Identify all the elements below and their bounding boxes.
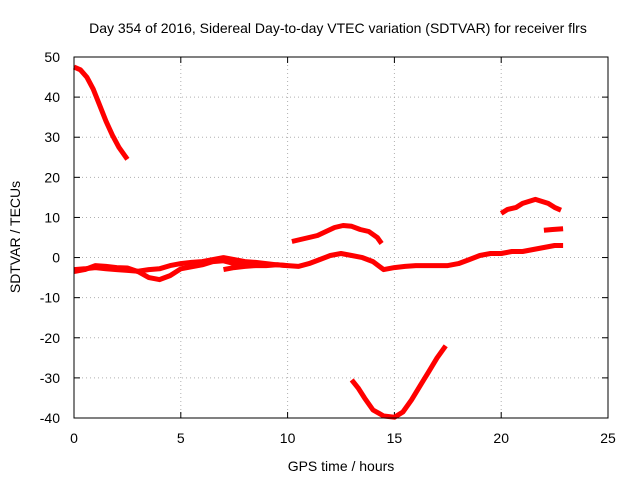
series-line-arc-deep-trough — [349, 344, 448, 420]
x-axis-label: GPS time / hours — [288, 458, 395, 474]
series-line-arc-late-short — [543, 226, 564, 233]
y-axis-label: SDTVAR / TECUs — [7, 181, 23, 293]
x-tick-label: 20 — [493, 430, 509, 446]
x-tick-label: 25 — [600, 430, 616, 446]
y-tick-label: -10 — [40, 290, 60, 306]
y-axis-ticks: -40 -30 -20 -10 0 10 20 30 40 50 — [40, 49, 608, 426]
y-tick-label: 10 — [44, 209, 60, 225]
series-line-arc-morning-dip — [223, 262, 288, 273]
y-tick-label: 30 — [44, 129, 60, 145]
y-tick-label: 40 — [44, 89, 60, 105]
x-tick-label: 5 — [177, 430, 185, 446]
series-line-arc-midday-hump — [291, 223, 384, 245]
y-tick-label: 50 — [44, 49, 60, 65]
y-tick-label: -20 — [40, 330, 60, 346]
series-line-arc-baseline-a — [73, 243, 564, 274]
y-tick-label: 20 — [44, 169, 60, 185]
series-line-arc-early-descent — [72, 64, 130, 161]
grid — [74, 57, 608, 418]
x-tick-label: 0 — [70, 430, 78, 446]
series-line-arc-evening-rise — [499, 196, 563, 216]
y-tick-label: -30 — [40, 370, 60, 386]
y-tick-label: 0 — [52, 250, 60, 266]
plot-frame — [73, 56, 609, 419]
series-group — [72, 64, 564, 420]
chart-title: Day 354 of 2016, Sidereal Day-to-day VTE… — [89, 20, 587, 36]
y-tick-label: -40 — [40, 410, 60, 426]
series-line-arc-baseline-b — [73, 258, 246, 283]
x-tick-label: 15 — [387, 430, 403, 446]
x-tick-label: 10 — [280, 430, 296, 446]
